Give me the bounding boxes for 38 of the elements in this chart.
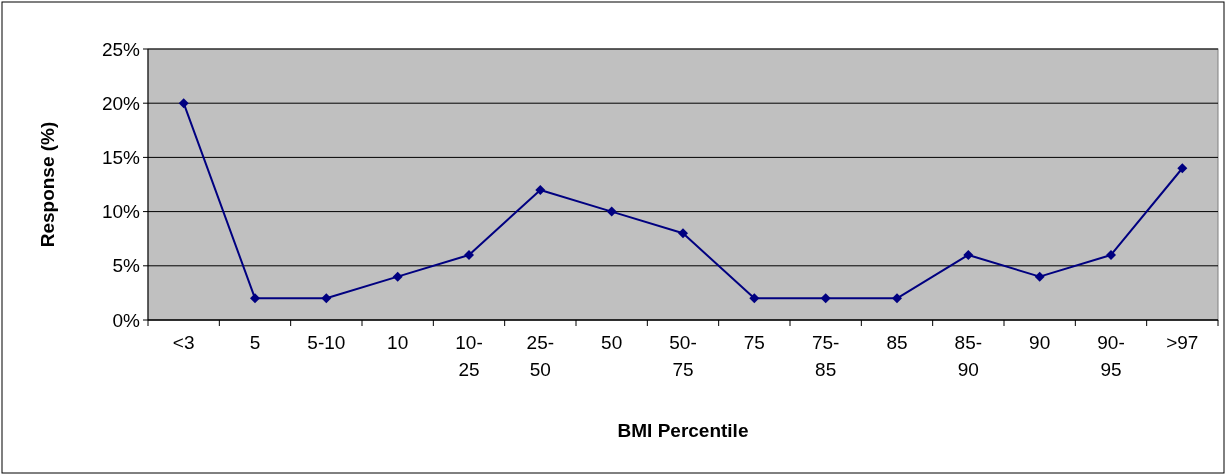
y-tick-label: 5%: [112, 255, 141, 277]
x-tick-label: >97: [1166, 331, 1199, 353]
x-tick-label: 50-75: [669, 331, 697, 380]
point: [464, 249, 474, 260]
y-axis-title: Response (%): [37, 121, 58, 248]
y-tick-label: 10%: [101, 201, 141, 223]
x-tick-label: 90-95: [1097, 331, 1125, 380]
point: [1177, 163, 1188, 174]
point: [392, 271, 403, 282]
y-tick-label: 0%: [112, 309, 141, 331]
x-tick-label: 50: [601, 331, 623, 353]
point: [178, 98, 189, 109]
point: [250, 293, 260, 304]
point: [820, 293, 831, 304]
point: [678, 228, 688, 239]
x-tick-label: 90: [1029, 331, 1051, 353]
point: [892, 293, 902, 304]
y-tick-label: 20%: [101, 92, 141, 114]
x-tick-label: 75: [743, 331, 765, 353]
x-axis-title: BMI Percentile: [617, 420, 749, 441]
point: [1034, 271, 1045, 282]
y-tick-label: 15%: [101, 147, 141, 169]
point: [1106, 249, 1116, 260]
y-tick-label: 25%: [101, 38, 141, 60]
x-tick-label: 5-10: [307, 331, 346, 353]
x-tick-label: 75-85: [811, 331, 840, 380]
x-tick-label: <3: [172, 331, 195, 353]
x-tick-label: 5: [249, 331, 261, 353]
point: [749, 293, 760, 304]
point: [535, 184, 546, 195]
point: [963, 249, 974, 260]
x-tick-label: 85: [886, 331, 908, 353]
point: [606, 206, 617, 217]
point: [321, 293, 332, 304]
x-tick-label: 10: [387, 331, 409, 353]
x-tick-label: 25-50: [526, 331, 555, 380]
x-tick-label: 85-90: [954, 331, 983, 380]
x-tick-label: 10-25: [455, 331, 483, 380]
